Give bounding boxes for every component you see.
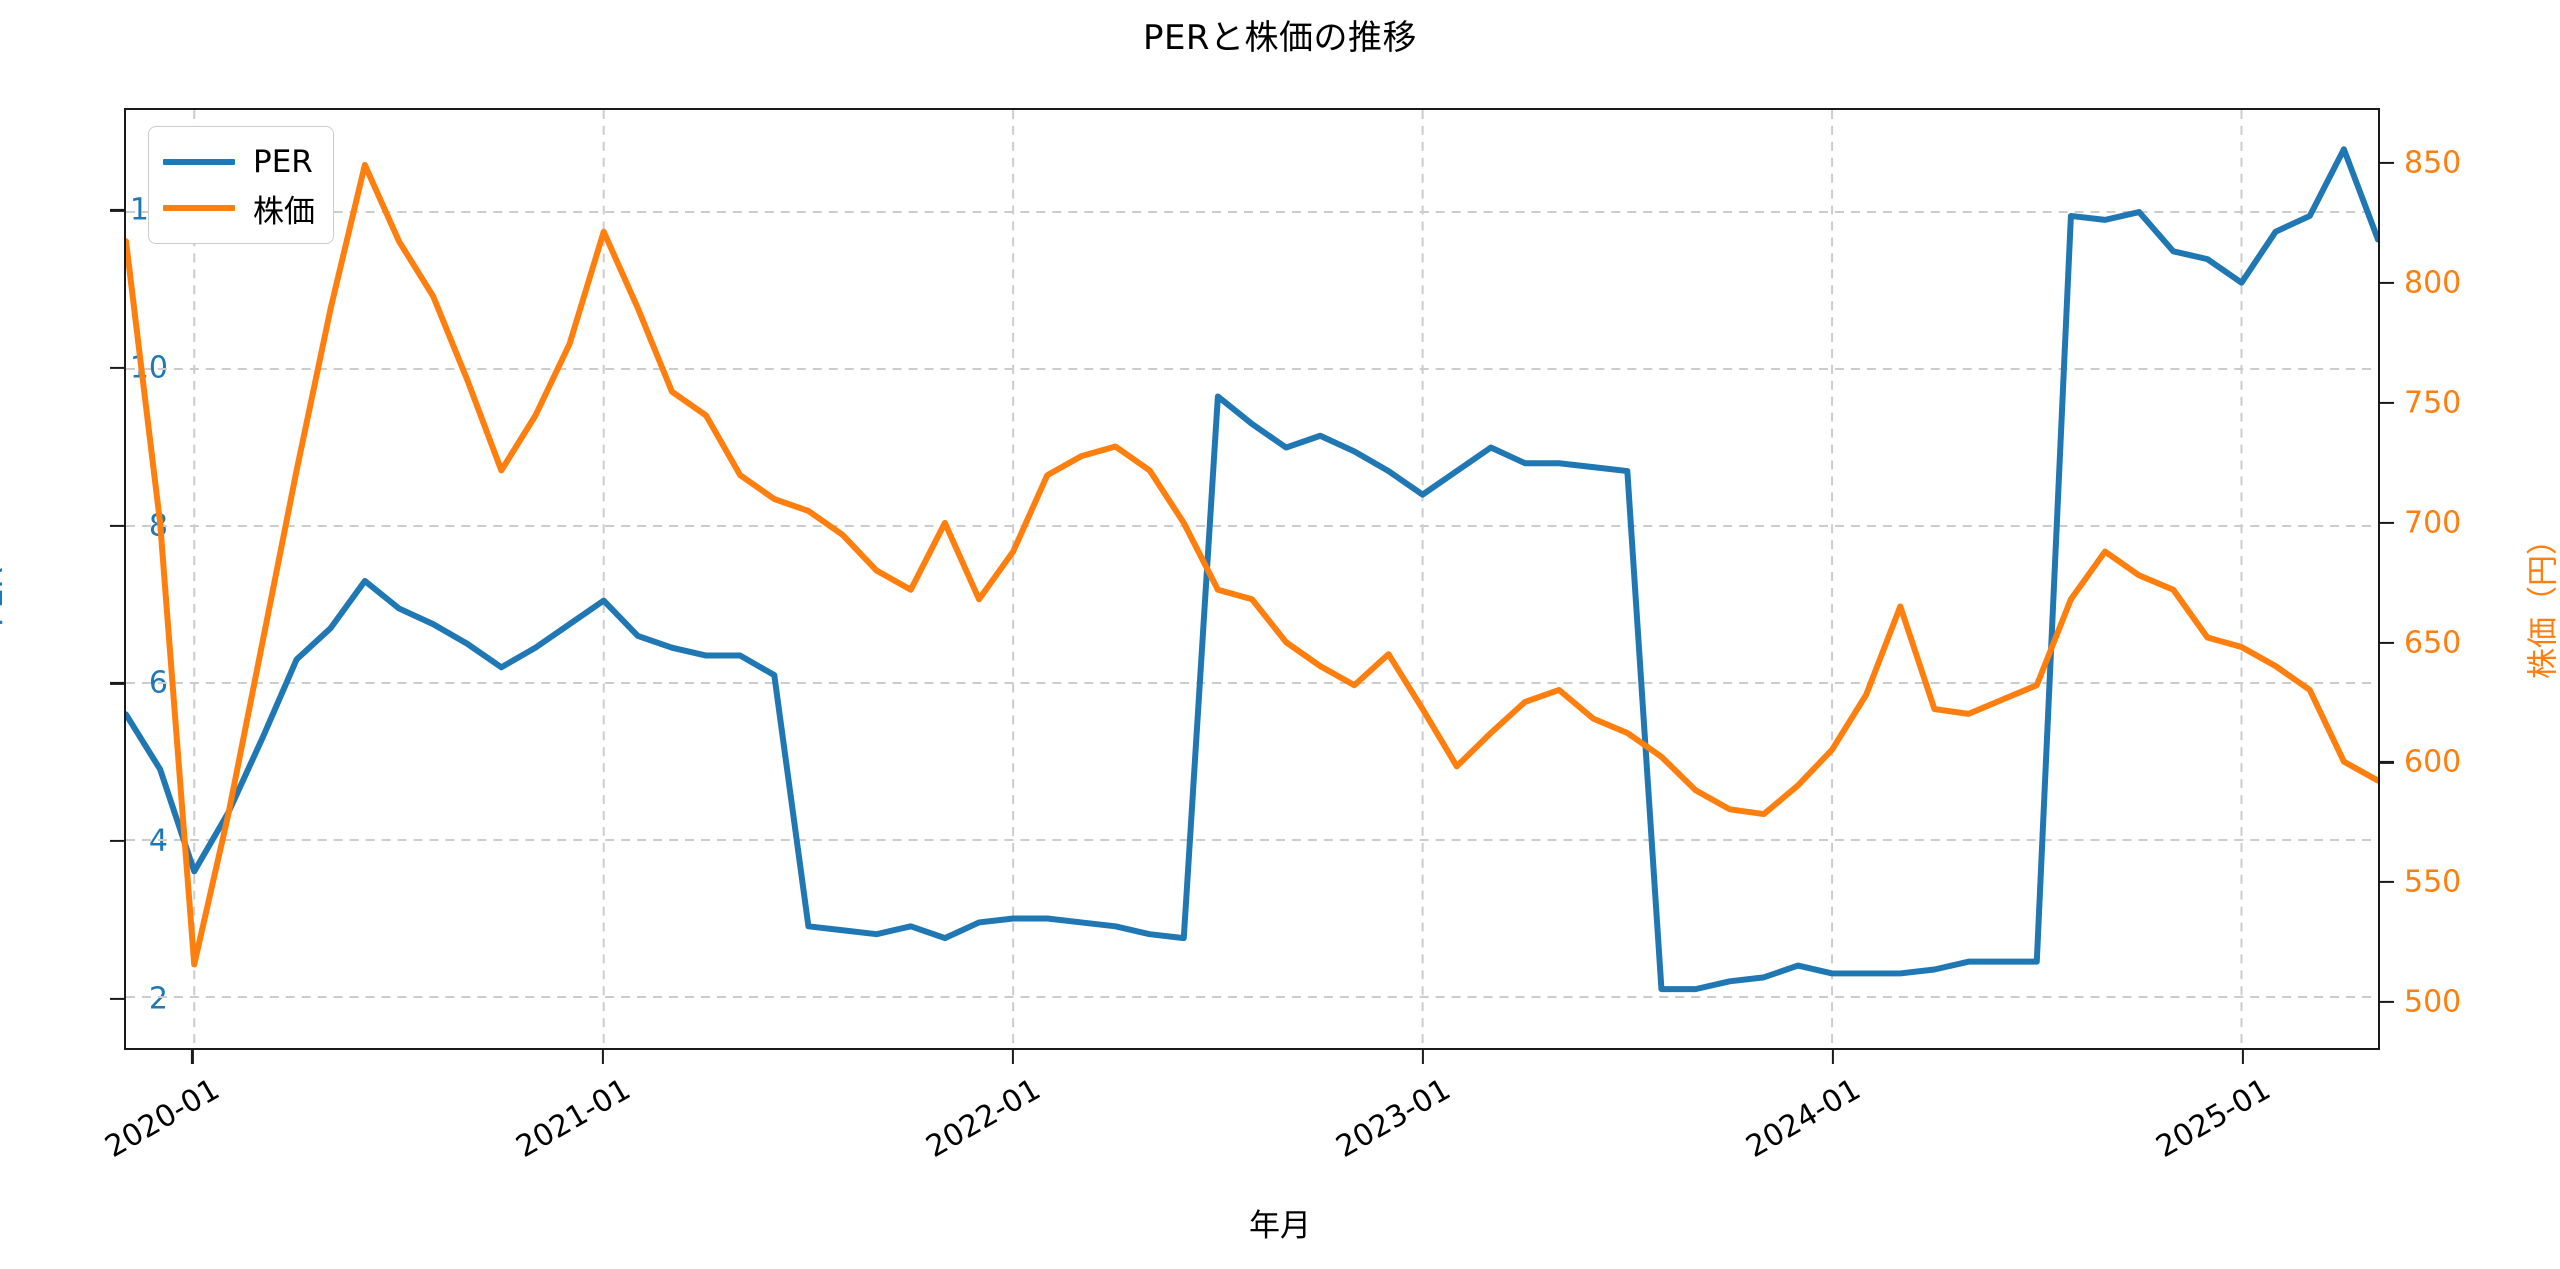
x-axis-tick-label: 2023-01 — [1330, 1072, 1457, 1165]
legend-item-stock-price[interactable]: 株価 — [163, 185, 315, 231]
gridlines — [126, 110, 2378, 1048]
chart-title: PERと株価の推移 — [1142, 18, 1418, 58]
chart-legend[interactable]: PER 株価 — [148, 126, 334, 244]
y-axis-right-tick-mark — [2380, 162, 2394, 165]
y-axis-left-tick-mark — [110, 997, 124, 1000]
y-axis-right-tick-mark — [2380, 521, 2394, 524]
y-axis-left-label: PER — [0, 567, 10, 627]
y-axis-left-tick-mark — [110, 209, 124, 212]
y-axis-right-tick-label: 550 — [2404, 864, 2462, 900]
y-axis-right-tick-label: 750 — [2404, 385, 2462, 421]
legend-item-per[interactable]: PER — [163, 139, 315, 185]
y-axis-right-tick-label: 600 — [2404, 744, 2462, 780]
legend-color-swatch — [163, 159, 235, 165]
y-axis-right-tick-mark — [2380, 641, 2394, 644]
x-axis-tick-mark — [1011, 1050, 1014, 1064]
y-axis-left-tick-label: 4 — [148, 823, 168, 859]
y-axis-right-tick-mark — [2380, 881, 2394, 884]
y-axis-right-tick-label: 700 — [2404, 505, 2462, 541]
y-axis-left-tick-mark — [110, 682, 124, 685]
x-axis-tick-mark — [1831, 1050, 1835, 1064]
series-line-per — [126, 146, 2378, 993]
y-axis-right-tick-mark — [2380, 281, 2394, 285]
data-lines — [126, 146, 2378, 993]
x-axis-tick-label: 2024-01 — [1740, 1072, 1867, 1165]
y-axis-left-tick-mark — [110, 367, 124, 370]
y-axis-right-label: 株価（円） — [2525, 524, 2560, 679]
y-axis-left-tick-label: 2 — [148, 981, 168, 1017]
y-axis-right-tick-label: 800 — [2404, 265, 2462, 301]
series-line-stock-price — [126, 161, 2378, 968]
x-axis-tick-mark — [601, 1050, 604, 1064]
x-axis-tick-label: 2020-01 — [99, 1072, 226, 1165]
y-axis-left-tick-mark — [110, 524, 124, 527]
y-axis-right-tick-label: 650 — [2404, 625, 2462, 661]
y-axis-right-tick-mark — [2380, 761, 2394, 764]
x-axis-tick-label: 2021-01 — [509, 1072, 637, 1165]
x-axis-tick-mark — [1421, 1050, 1424, 1064]
x-axis-tick-label: 2025-01 — [2150, 1072, 2277, 1165]
y-axis-right-tick-label: 850 — [2404, 145, 2462, 181]
legend-color-swatch — [163, 205, 235, 211]
x-axis-tick-mark — [191, 1050, 194, 1064]
legend-label: PER — [253, 144, 313, 180]
x-axis-tick-mark — [2242, 1050, 2245, 1064]
x-axis-label: 年月 — [1249, 1208, 1311, 1244]
y-axis-right-tick-mark — [2380, 401, 2394, 404]
y-axis-right-tick-label: 500 — [2404, 984, 2462, 1020]
y-axis-right-tick-mark — [2380, 1000, 2394, 1004]
plot-area — [124, 108, 2380, 1050]
x-axis-tick-label: 2022-01 — [920, 1072, 1047, 1165]
legend-label: 株価 — [253, 193, 315, 230]
y-axis-left-tick-mark — [110, 840, 124, 843]
